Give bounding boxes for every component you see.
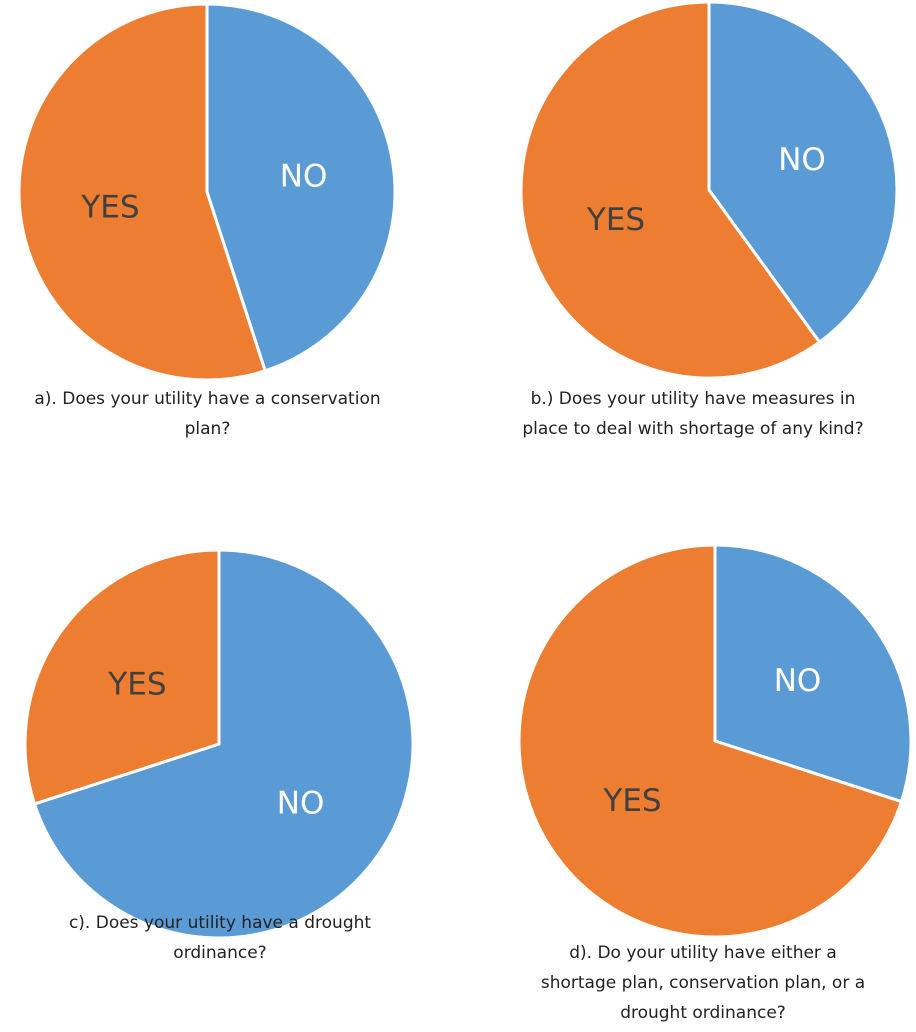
- pie-slice-no: [33, 548, 415, 940]
- caption-chart-b: b.) Does your utility have measures in p…: [470, 384, 916, 444]
- caption-line: d). Do your utility have either a: [569, 943, 837, 963]
- slice-label-yes: YES: [586, 202, 645, 238]
- caption-line: c). Does your utility have a drought: [68, 913, 372, 933]
- pie-slice-no: [713, 543, 913, 804]
- pie-chart-b: NO YES: [519, 0, 899, 380]
- pie-slice-yes: [23, 548, 221, 806]
- caption-line: plan?: [184, 419, 231, 439]
- slice-label-yes: YES: [602, 783, 661, 819]
- slice-label-no: NO: [778, 142, 826, 178]
- pie-slice-yes: [519, 0, 821, 380]
- slice-label-no: NO: [280, 159, 328, 195]
- caption-line: a). Does your utility have a conservatio…: [34, 389, 381, 409]
- pie-chart-a: NO YES: [17, 2, 397, 382]
- pie-chart-d: NO YES: [517, 543, 913, 939]
- pie-slice-yes: [17, 2, 267, 382]
- slice-label-no: NO: [774, 663, 822, 699]
- slice-label-no: NO: [277, 785, 325, 821]
- pie-chart-c: NO YES: [23, 548, 415, 940]
- pie-slice-yes: [517, 543, 903, 939]
- caption-line: shortage plan, conservation plan, or a: [540, 973, 866, 993]
- slice-label-yes: YES: [107, 667, 166, 703]
- slice-label-yes: YES: [80, 189, 139, 225]
- caption-line: b.) Does your utility have measures in: [530, 389, 856, 409]
- pie-slice-no: [707, 0, 899, 344]
- pie-slice-no: [205, 2, 397, 373]
- caption-line: drought ordinance?: [620, 1003, 786, 1023]
- caption-chart-c: c). Does your utility have a drought ord…: [0, 908, 440, 968]
- caption-chart-a: a). Does your utility have a conservatio…: [0, 384, 415, 444]
- caption-line: place to deal with shortage of any kind?: [522, 419, 864, 439]
- caption-line: ordinance?: [173, 943, 267, 963]
- caption-chart-d: d). Do your utility have either a shorta…: [490, 938, 916, 1028]
